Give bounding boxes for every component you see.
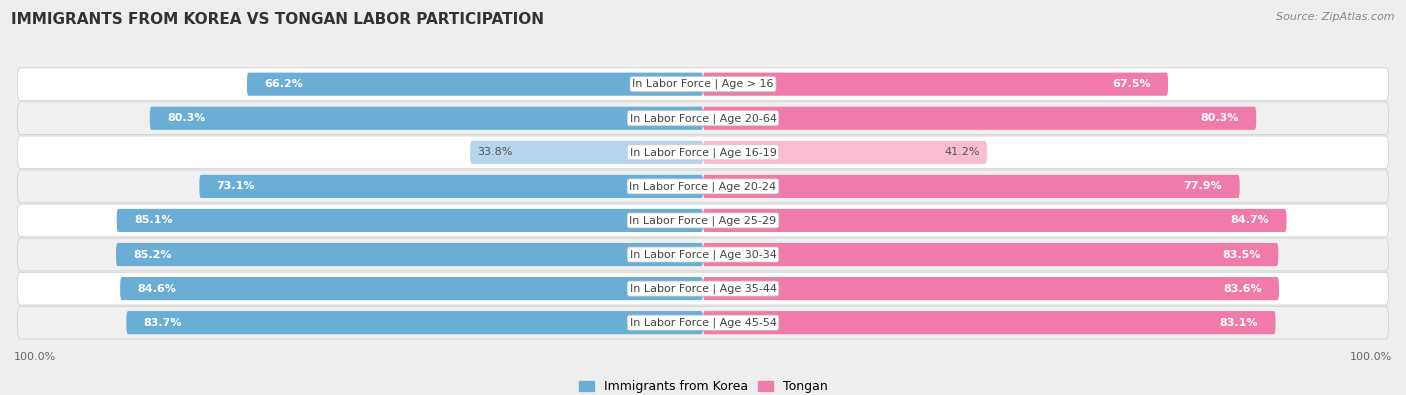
Text: In Labor Force | Age 20-24: In Labor Force | Age 20-24 (630, 181, 776, 192)
FancyBboxPatch shape (703, 141, 987, 164)
FancyBboxPatch shape (17, 204, 1389, 237)
Text: In Labor Force | Age > 16: In Labor Force | Age > 16 (633, 79, 773, 89)
Text: In Labor Force | Age 20-64: In Labor Force | Age 20-64 (630, 113, 776, 124)
Text: 83.5%: 83.5% (1223, 250, 1261, 260)
Text: 73.1%: 73.1% (217, 181, 254, 192)
FancyBboxPatch shape (703, 107, 1256, 130)
FancyBboxPatch shape (247, 73, 703, 96)
FancyBboxPatch shape (17, 306, 1389, 339)
Text: In Labor Force | Age 45-54: In Labor Force | Age 45-54 (630, 318, 776, 328)
FancyBboxPatch shape (117, 209, 703, 232)
Text: In Labor Force | Age 25-29: In Labor Force | Age 25-29 (630, 215, 776, 226)
FancyBboxPatch shape (17, 136, 1389, 169)
Text: 33.8%: 33.8% (477, 147, 512, 157)
FancyBboxPatch shape (150, 107, 703, 130)
FancyBboxPatch shape (703, 277, 1279, 300)
FancyBboxPatch shape (17, 102, 1389, 135)
Legend: Immigrants from Korea, Tongan: Immigrants from Korea, Tongan (578, 380, 828, 393)
FancyBboxPatch shape (120, 277, 703, 300)
Text: 84.7%: 84.7% (1230, 215, 1270, 226)
Text: 83.7%: 83.7% (143, 318, 183, 328)
FancyBboxPatch shape (703, 311, 1275, 334)
Text: 85.2%: 85.2% (134, 250, 172, 260)
Text: 67.5%: 67.5% (1112, 79, 1152, 89)
Text: Source: ZipAtlas.com: Source: ZipAtlas.com (1277, 12, 1395, 22)
Text: 80.3%: 80.3% (167, 113, 205, 123)
Text: 100.0%: 100.0% (14, 352, 56, 362)
FancyBboxPatch shape (17, 68, 1389, 101)
Text: IMMIGRANTS FROM KOREA VS TONGAN LABOR PARTICIPATION: IMMIGRANTS FROM KOREA VS TONGAN LABOR PA… (11, 12, 544, 27)
Text: In Labor Force | Age 35-44: In Labor Force | Age 35-44 (630, 283, 776, 294)
FancyBboxPatch shape (703, 209, 1286, 232)
FancyBboxPatch shape (117, 243, 703, 266)
Text: 83.6%: 83.6% (1223, 284, 1261, 293)
FancyBboxPatch shape (127, 311, 703, 334)
FancyBboxPatch shape (200, 175, 703, 198)
Text: 83.1%: 83.1% (1220, 318, 1258, 328)
Text: 100.0%: 100.0% (1350, 352, 1392, 362)
Text: 85.1%: 85.1% (134, 215, 173, 226)
Text: In Labor Force | Age 30-34: In Labor Force | Age 30-34 (630, 249, 776, 260)
FancyBboxPatch shape (470, 141, 703, 164)
FancyBboxPatch shape (703, 175, 1240, 198)
Text: 84.6%: 84.6% (138, 284, 176, 293)
Text: 77.9%: 77.9% (1184, 181, 1222, 192)
FancyBboxPatch shape (17, 170, 1389, 203)
FancyBboxPatch shape (703, 73, 1168, 96)
Text: 66.2%: 66.2% (264, 79, 304, 89)
FancyBboxPatch shape (703, 243, 1278, 266)
FancyBboxPatch shape (17, 238, 1389, 271)
FancyBboxPatch shape (17, 272, 1389, 305)
Text: In Labor Force | Age 16-19: In Labor Force | Age 16-19 (630, 147, 776, 158)
Text: 80.3%: 80.3% (1201, 113, 1239, 123)
Text: 41.2%: 41.2% (945, 147, 980, 157)
